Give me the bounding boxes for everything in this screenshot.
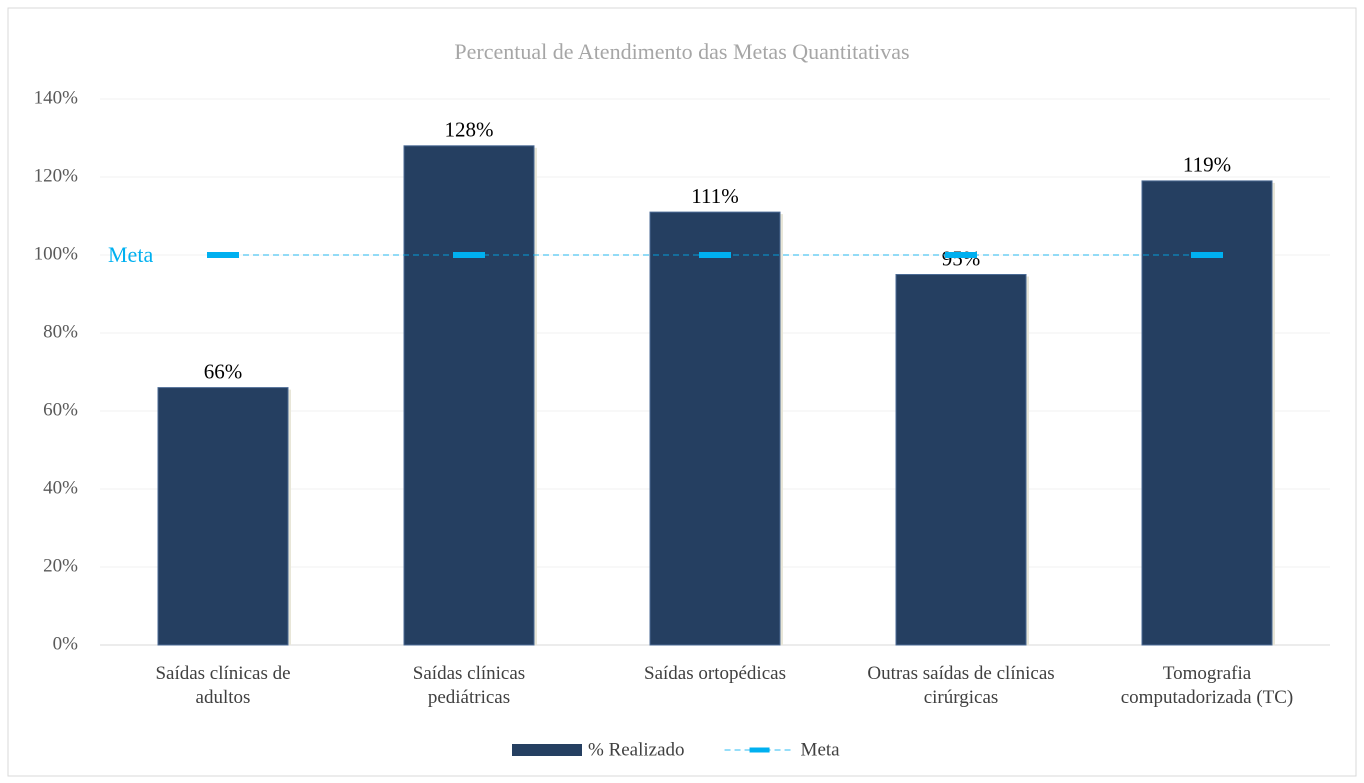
annotation: Meta <box>108 242 153 267</box>
y-tick-label: 120% <box>34 165 79 186</box>
bar <box>157 387 289 646</box>
legend-swatch <box>512 744 582 756</box>
x-tick-label: Saídas clínicas pediátricas <box>412 663 526 708</box>
legend-label: Meta <box>801 739 841 760</box>
data-label: 95% <box>942 246 981 270</box>
y-tick-label: 100% <box>34 243 79 264</box>
bar <box>1141 180 1273 646</box>
data-label: 66% <box>204 359 243 383</box>
y-tick-label: 80% <box>43 321 78 342</box>
x-tick-label: Saídas ortopédicas <box>644 663 786 684</box>
bar <box>649 211 781 646</box>
x-tick-label: Saídas clínicas de adultos <box>155 663 291 708</box>
data-label: 128% <box>445 118 494 142</box>
y-tick-label: 0% <box>53 633 79 654</box>
x-tick-label: Tomografia computadorizada (TC) <box>1120 663 1294 708</box>
y-tick-label: 140% <box>34 87 79 108</box>
bar <box>895 274 1027 646</box>
chart-title: Percentual de Atendimento das Metas Quan… <box>454 39 909 64</box>
bar <box>403 145 535 646</box>
y-tick-label: 60% <box>43 399 78 420</box>
legend-label: % Realizado <box>588 739 685 760</box>
data-label: 111% <box>691 184 738 208</box>
y-tick-label: 40% <box>43 477 78 498</box>
data-label: 119% <box>1183 153 1231 177</box>
x-tick-label: Outras saídas de clínicas cirúrgicas <box>867 663 1055 708</box>
y-tick-label: 20% <box>43 555 78 576</box>
